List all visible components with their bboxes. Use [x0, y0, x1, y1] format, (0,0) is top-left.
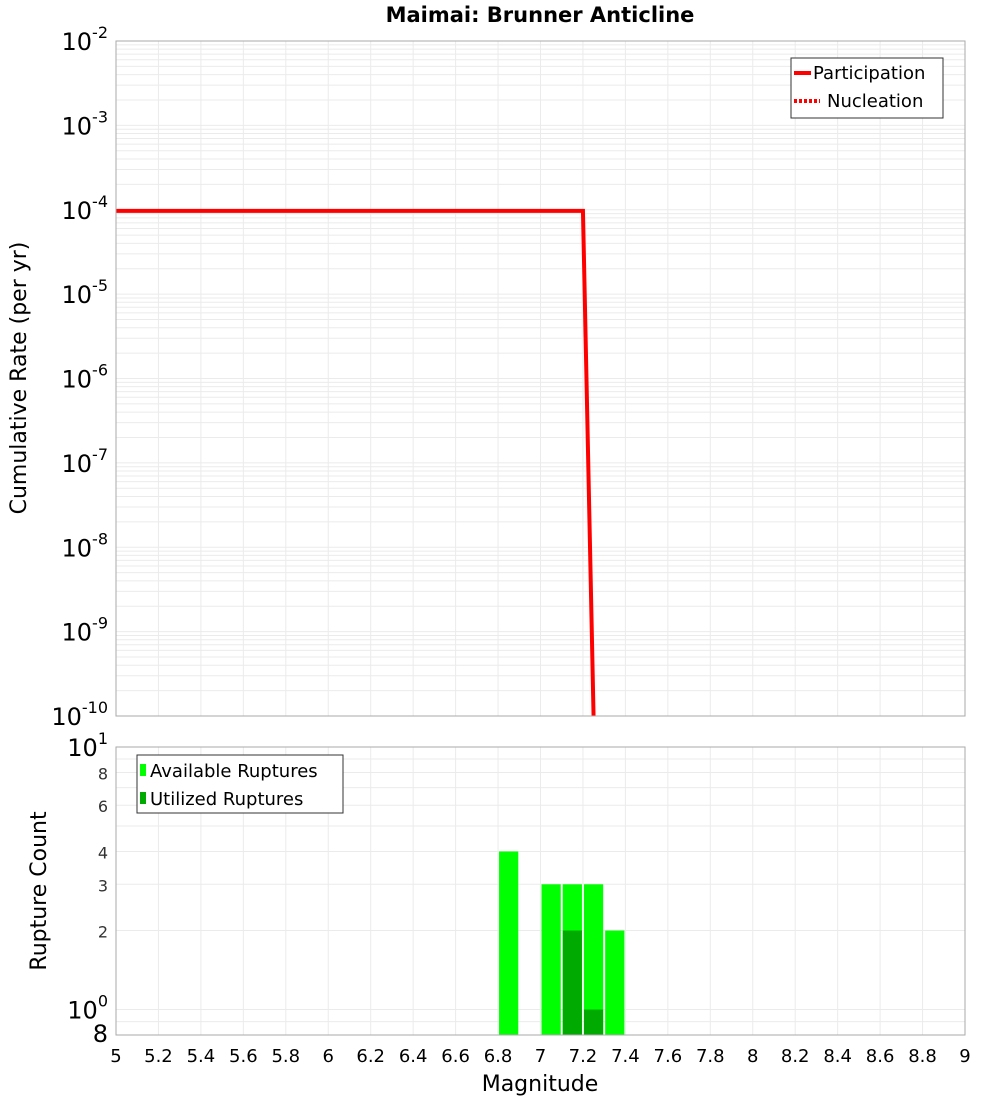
x-tick-label: 6.2	[356, 1046, 385, 1067]
x-tick-label: 7.6	[654, 1046, 683, 1067]
x-tick-label: 7	[535, 1046, 546, 1067]
rupture-plot-frame	[115, 746, 966, 1036]
utilized-legend-label: Utilized Ruptures	[150, 789, 303, 810]
y-tick-label: 10-9	[62, 614, 109, 647]
x-tick-label: 8.8	[908, 1046, 937, 1067]
y-tick-label: 8	[93, 1020, 108, 1048]
rate-plot-series	[116, 208, 596, 717]
x-tick-label: 8	[747, 1046, 758, 1067]
utilized-rupture-bar	[583, 1009, 604, 1035]
rate-plot-frame	[115, 40, 966, 717]
y-tick-label: 10-8	[62, 529, 109, 562]
rupture-y-axis-label: Rupture Count	[27, 811, 52, 971]
available-rupture-bar	[583, 884, 604, 1035]
rupture-plot-grid	[116, 747, 965, 1035]
x-tick-label: 6	[323, 1046, 334, 1067]
magnitude-x-axis-label: Magnitude	[482, 1072, 599, 1097]
y-tick-label: 6	[98, 797, 108, 816]
rate-plot-y-ticks: 10-2 10-3 10-4 10-5 10-6 10-7 10-8 10-9 10-10	[51, 23, 108, 731]
utilized-legend-swatch	[140, 792, 146, 804]
x-tick-label: 6.8	[484, 1046, 513, 1067]
rupture-legend-box	[136, 754, 344, 814]
x-tick-label: 8.2	[781, 1046, 810, 1067]
available-legend-label: Available Ruptures	[150, 761, 318, 782]
x-tick-label: 8.6	[866, 1046, 895, 1067]
x-tick-label: 6.4	[399, 1046, 428, 1067]
x-tick-label: 9	[959, 1046, 970, 1067]
x-tick-label: 7.8	[696, 1046, 725, 1067]
participation-legend-label: Participation	[813, 63, 925, 84]
y-tick-label: 10-6	[62, 361, 109, 394]
x-tick-label: 5.6	[229, 1046, 258, 1067]
rupture-plot-bars	[499, 851, 625, 1035]
x-tick-label: 5.4	[187, 1046, 216, 1067]
y-tick-label: 10-10	[51, 698, 108, 731]
y-tick-label: 3	[98, 876, 108, 895]
available-legend-swatch	[140, 764, 146, 776]
y-tick-label: 2	[98, 923, 108, 942]
y-tick-label: 10-4	[62, 192, 109, 225]
y-tick-label: 10-7	[62, 445, 109, 478]
y-tick-label: 10-2	[62, 23, 109, 56]
rate-plot-grid	[116, 41, 965, 717]
available-rupture-bar	[605, 930, 625, 1035]
y-tick-label: 100	[67, 992, 108, 1025]
rate-legend: Participation Nucleation	[790, 57, 944, 119]
x-tick-label: 7.4	[611, 1046, 640, 1067]
x-tick-label: 6.6	[441, 1046, 470, 1067]
rate-y-axis-label: Cumulative Rate (per yr)	[7, 242, 32, 515]
x-tick-label: 7.2	[569, 1046, 598, 1067]
rate-plot: 10-2 10-3 10-4 10-5 10-6 10-7 10-8 10-9 10-10 Cu…	[7, 23, 966, 731]
nucleation-legend-label: Nucleation	[827, 91, 923, 112]
y-tick-label: 8	[98, 764, 108, 783]
y-tick-label: 101	[67, 729, 108, 762]
rate-legend-box	[790, 57, 944, 119]
rupture-legend: Available Ruptures Utilized Ruptures	[136, 754, 344, 814]
chart-title: Maimai: Brunner Anticline	[386, 3, 695, 27]
available-rupture-bar	[541, 884, 561, 1035]
utilized-rupture-bar	[562, 930, 582, 1035]
available-rupture-bar	[499, 851, 519, 1035]
y-tick-label: 10-3	[62, 107, 109, 140]
participation-line	[116, 208, 596, 717]
y-tick-label: 4	[98, 843, 108, 862]
magnitude-x-ticks: 5 5.2 5.4 5.6 5.8 6 6.2 6.4 6.6 6.8 7 7.2 7.4 7.6 7.8 8…	[110, 1046, 970, 1067]
x-tick-label: 5	[110, 1046, 121, 1067]
x-tick-label: 8.4	[823, 1046, 852, 1067]
y-tick-label: 10-5	[62, 276, 109, 309]
x-tick-label: 5.8	[271, 1046, 300, 1067]
x-tick-label: 5.2	[144, 1046, 173, 1067]
